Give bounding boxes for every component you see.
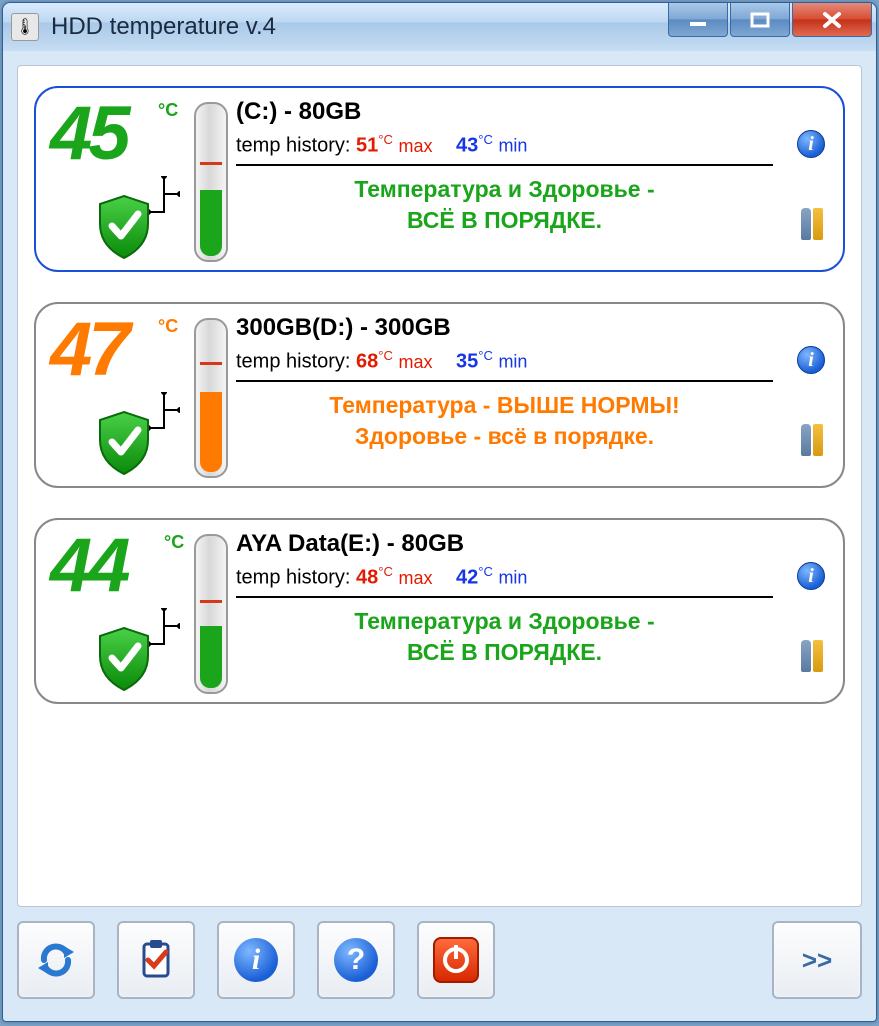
health-shield-icon bbox=[96, 410, 152, 476]
history-max-word: max bbox=[398, 136, 432, 156]
thermometer-max-tick bbox=[200, 362, 222, 365]
thermometer-gauge bbox=[194, 318, 228, 478]
thermometer-max-tick bbox=[200, 600, 222, 603]
history-min-value: 43 bbox=[456, 135, 478, 157]
history-min-value: 35 bbox=[456, 351, 478, 373]
history-max-value: 48 bbox=[356, 567, 378, 589]
history-min-word: min bbox=[498, 136, 527, 156]
drive-title: AYA Data(E:) - 80GB bbox=[236, 530, 773, 558]
power-button[interactable] bbox=[417, 921, 495, 999]
drive-card[interactable]: 47 °C 300GB(D:) - 300GB temp history: 68… bbox=[34, 302, 845, 488]
divider bbox=[236, 380, 773, 382]
history-max-value: 68 bbox=[356, 351, 378, 373]
history-min-unit: °C bbox=[478, 348, 493, 363]
status-message: Температура и Здоровье -ВСЁ В ПОРЯДКЕ. bbox=[236, 174, 773, 236]
thermometer-fill bbox=[200, 392, 222, 472]
power-icon bbox=[433, 937, 479, 983]
history-max-unit: °C bbox=[378, 564, 393, 579]
divider bbox=[236, 596, 773, 598]
info-button[interactable]: i bbox=[217, 921, 295, 999]
drive-title: 300GB(D:) - 300GB bbox=[236, 314, 773, 342]
history-max-unit: °C bbox=[378, 132, 393, 147]
temperature-unit: °C bbox=[158, 100, 178, 121]
connector-line bbox=[148, 176, 180, 220]
history-min-value: 42 bbox=[456, 567, 478, 589]
history-min-unit: °C bbox=[478, 132, 493, 147]
close-button[interactable] bbox=[792, 3, 872, 37]
info-icon: i bbox=[234, 938, 278, 982]
status-message: Температура - ВЫШЕ НОРМЫ!Здоровье - всё … bbox=[236, 390, 773, 452]
health-shield-icon bbox=[96, 194, 152, 260]
temp-history-line: temp history: 68°C max 35°C min bbox=[236, 348, 773, 374]
history-min-word: min bbox=[498, 568, 527, 588]
history-label: temp history: bbox=[236, 351, 356, 373]
settings-button[interactable] bbox=[117, 921, 195, 999]
help-icon: ? bbox=[334, 938, 378, 982]
temperature-value: 47 bbox=[50, 312, 127, 388]
thermometer-gauge bbox=[194, 102, 228, 262]
history-label: temp history: bbox=[236, 135, 356, 157]
drive-tools-button[interactable] bbox=[801, 424, 825, 458]
minimize-icon bbox=[688, 13, 708, 27]
window-controls bbox=[668, 3, 872, 37]
thermometer-fill bbox=[200, 626, 222, 688]
status-message: Температура и Здоровье -ВСЁ В ПОРЯДКЕ. bbox=[236, 606, 773, 668]
drive-title: (C:) - 80GB bbox=[236, 98, 773, 126]
history-min-word: min bbox=[498, 352, 527, 372]
health-shield-icon bbox=[96, 626, 152, 692]
minimize-button[interactable] bbox=[668, 3, 728, 37]
expand-label: >> bbox=[802, 945, 832, 976]
refresh-icon bbox=[34, 938, 78, 982]
drive-info-button[interactable]: i bbox=[797, 562, 825, 590]
bottom-toolbar: i ? >> bbox=[17, 921, 862, 999]
temp-history-line: temp history: 48°C max 42°C min bbox=[236, 564, 773, 590]
history-min-unit: °C bbox=[478, 564, 493, 579]
history-max-value: 51 bbox=[356, 135, 378, 157]
thermometer-fill bbox=[200, 190, 222, 256]
history-max-unit: °C bbox=[378, 348, 393, 363]
help-button[interactable]: ? bbox=[317, 921, 395, 999]
temperature-value: 45 bbox=[50, 96, 127, 172]
temperature-value: 44 bbox=[50, 528, 127, 604]
history-label: temp history: bbox=[236, 567, 356, 589]
drive-card[interactable]: 44 °C AYA Data(E:) - 80GB temp history: … bbox=[34, 518, 845, 704]
clipboard-check-icon bbox=[134, 938, 178, 982]
thermometer-max-tick bbox=[200, 162, 222, 165]
drive-tools-button[interactable] bbox=[801, 208, 825, 242]
thermometer-gauge bbox=[194, 534, 228, 694]
divider bbox=[236, 164, 773, 166]
connector-line bbox=[148, 608, 180, 652]
titlebar[interactable]: 🌡 HDD temperature v.4 bbox=[3, 3, 876, 51]
temp-history-line: temp history: 51°C max 43°C min bbox=[236, 132, 773, 158]
refresh-button[interactable] bbox=[17, 921, 95, 999]
history-max-word: max bbox=[398, 352, 432, 372]
maximize-icon bbox=[750, 12, 770, 28]
temperature-unit: °C bbox=[164, 532, 184, 553]
app-window: 🌡 HDD temperature v.4 45 °C (C:) - 80GB bbox=[2, 2, 877, 1022]
drive-info-button[interactable]: i bbox=[797, 346, 825, 374]
close-icon bbox=[821, 11, 843, 29]
content-area: 45 °C (C:) - 80GB temp history: 51°C max… bbox=[17, 65, 862, 907]
history-max-word: max bbox=[398, 568, 432, 588]
connector-line bbox=[148, 392, 180, 436]
drive-card[interactable]: 45 °C (C:) - 80GB temp history: 51°C max… bbox=[34, 86, 845, 272]
app-icon: 🌡 bbox=[11, 13, 39, 41]
maximize-button[interactable] bbox=[730, 3, 790, 37]
temperature-unit: °C bbox=[158, 316, 178, 337]
drive-info-button[interactable]: i bbox=[797, 130, 825, 158]
expand-button[interactable]: >> bbox=[772, 921, 862, 999]
spacer bbox=[34, 734, 845, 886]
window-title: HDD temperature v.4 bbox=[51, 13, 276, 41]
drive-tools-button[interactable] bbox=[801, 640, 825, 674]
